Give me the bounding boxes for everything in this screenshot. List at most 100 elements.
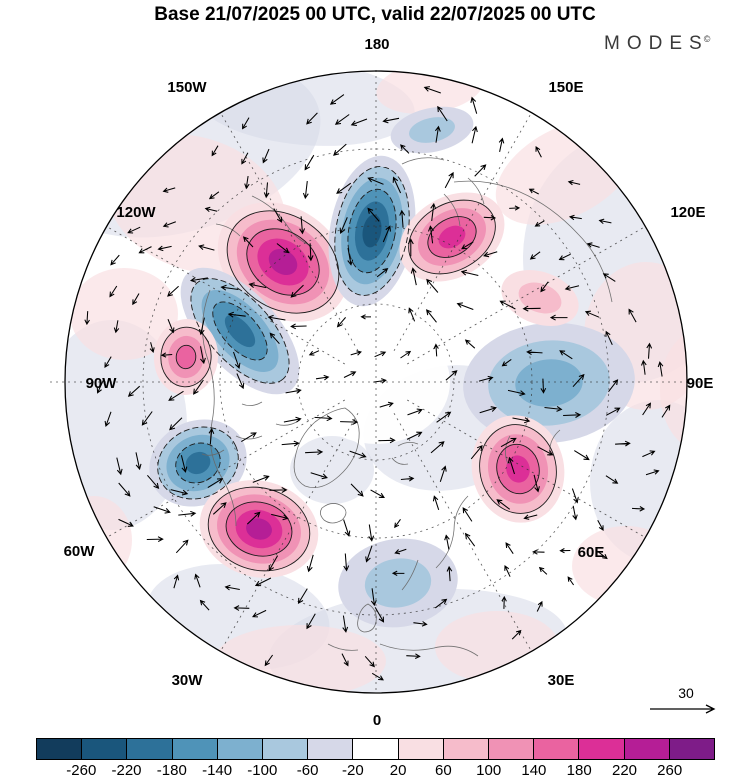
- anomaly-fill: [65, 496, 132, 584]
- contour-ellipse: [160, 326, 212, 388]
- anomaly-fill: [660, 330, 687, 450]
- colorbar-tick-label: -140: [202, 762, 233, 779]
- reference-arrow-label: 30: [678, 685, 694, 701]
- anomaly-fill: [590, 400, 687, 564]
- colorbar-cell: [398, 739, 444, 759]
- colorbar-cell: [579, 739, 625, 759]
- anomaly-fill: [409, 117, 455, 143]
- colorbar-tick-label: -260: [66, 762, 97, 779]
- modes-logo: MODES©: [604, 33, 710, 55]
- contour-ellipse: [225, 501, 293, 557]
- meridian-line: [393, 412, 532, 652]
- meridian-line: [220, 112, 359, 352]
- coastline-kamchatka: [443, 177, 485, 227]
- contour-ellipse: [246, 228, 320, 296]
- coastline-north-america: [202, 289, 237, 527]
- colorbar-cell: [669, 739, 715, 759]
- longitude-label-90W: 90W: [85, 375, 117, 392]
- anomaly-blob: [590, 400, 687, 564]
- coastline-scandinavia: [401, 495, 469, 591]
- longitude-label-150W: 150W: [167, 79, 207, 96]
- longitude-label-60W: 60W: [63, 543, 95, 560]
- colorbar-cell: [263, 739, 309, 759]
- anomaly-blob: [390, 106, 474, 154]
- contour-ellipse: [347, 188, 397, 274]
- colorbar-tick-label: 60: [435, 762, 452, 779]
- reference-arrow-glyph: [650, 704, 716, 714]
- colorbar-cell: [37, 739, 83, 759]
- meridian-line: [406, 226, 646, 365]
- anomaly-fill: [224, 314, 256, 348]
- colorbar: [36, 738, 715, 760]
- colorbar-tick-label: -100: [247, 762, 278, 779]
- contour-ellipse: [175, 442, 221, 484]
- anomaly-fill: [268, 248, 298, 276]
- meridian-line: [220, 412, 359, 652]
- longitude-label-180: 180: [364, 36, 390, 53]
- contour-ellipse: [212, 301, 268, 361]
- colorbar-cell: [353, 739, 399, 759]
- longitude-label-0: 0: [372, 712, 382, 729]
- colorbar-cell: [82, 739, 128, 759]
- meridian-line: [406, 399, 646, 538]
- contour-ring: [207, 486, 311, 572]
- anomaly-fill: [290, 436, 374, 504]
- colorbar-tick-label: 20: [389, 762, 407, 779]
- longitude-label-60E: 60E: [577, 544, 605, 561]
- anomaly-blob: [290, 436, 374, 504]
- colorbar-tick-label: 100: [476, 762, 502, 779]
- anomaly-fill: [438, 225, 466, 249]
- colorbar-ticks: -260 -220 -180 -140 -100 -60 -20 20 60 100 140 180 2…: [36, 762, 715, 780]
- colorbar-cell: [443, 739, 490, 759]
- colorbar-tick-label: 260: [657, 762, 683, 779]
- contour-ellipse: [226, 210, 340, 314]
- anomaly-shading: [65, 71, 687, 693]
- anomaly-blob: [70, 268, 178, 360]
- coastline-svalbard: [391, 442, 419, 465]
- chart-title: Base 21/07/2025 00 UTC, valid 22/07/2025…: [154, 4, 596, 25]
- anomaly-blob: [199, 480, 319, 578]
- colorbar-cell: [624, 739, 670, 759]
- anomaly-fill: [362, 214, 382, 248]
- contour-ellipse: [190, 278, 290, 384]
- coastlines: [201, 157, 613, 657]
- colorbar-tick-label: 180: [566, 762, 592, 779]
- meridian-line: [106, 399, 346, 538]
- meridian-line: [393, 112, 532, 352]
- wind-arrow-field: [84, 86, 671, 681]
- colorbar-tick-label: -20: [342, 762, 364, 779]
- colorbar-tick-label: -60: [296, 762, 319, 779]
- contour-ellipse: [427, 216, 477, 258]
- contour-ring: [157, 426, 239, 500]
- contour-ellipse: [496, 443, 540, 495]
- coastline-alaska: [215, 195, 313, 247]
- contour-ring: [190, 278, 290, 384]
- longitude-label-90E: 90E: [686, 375, 714, 392]
- anomaly-fill: [364, 558, 432, 608]
- coastline-europe: [327, 643, 479, 657]
- anomaly-fill: [518, 282, 562, 314]
- contour-ellipse: [207, 486, 311, 572]
- contour-ellipse: [175, 344, 197, 370]
- anomaly-blob: [65, 496, 132, 584]
- map-canvas: 30: [50, 70, 716, 714]
- coastline-canadian-arctic: [201, 401, 301, 456]
- anomaly-blob: [153, 319, 219, 395]
- coastline-greenland: [293, 407, 360, 489]
- longitude-label-30E: 30E: [547, 672, 575, 689]
- colorbar-tick-label: 140: [521, 762, 547, 779]
- colorbar-cell: [489, 739, 535, 759]
- contour-ellipse: [157, 426, 239, 500]
- contour-ring: [479, 424, 557, 514]
- anomaly-blob: [501, 269, 579, 327]
- coastline-british-isles: [357, 603, 377, 633]
- copyright-mark: ©: [703, 33, 711, 44]
- anomaly-blob: [463, 322, 635, 444]
- colorbar-cell: [127, 739, 173, 759]
- longitude-label-150E: 150E: [548, 79, 584, 96]
- contour-ring: [226, 210, 340, 314]
- anomaly-blob: [471, 415, 565, 523]
- colorbar-cell: [217, 739, 264, 759]
- colorbar-cell: [308, 739, 354, 759]
